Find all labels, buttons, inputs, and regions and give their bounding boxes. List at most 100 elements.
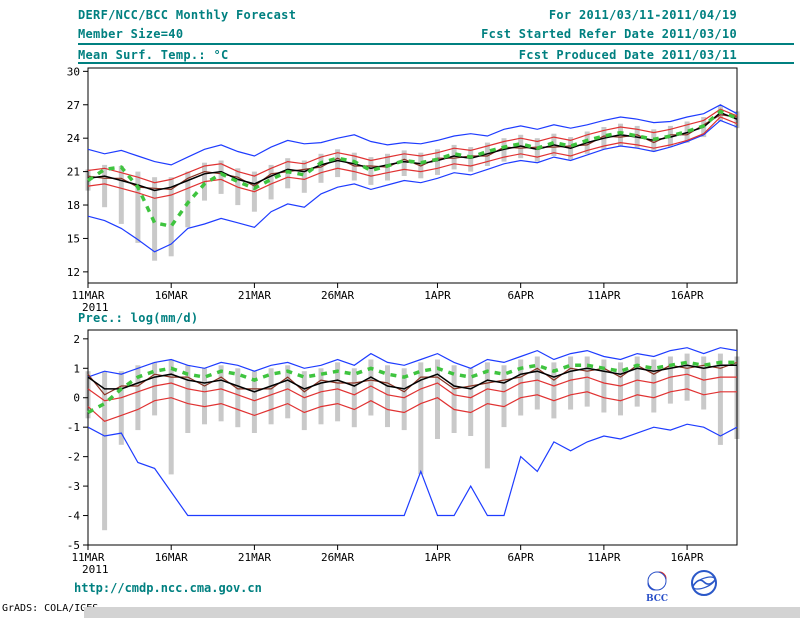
ensemble-spread-bar [717, 353, 723, 445]
series-max [87, 347, 738, 378]
ensemble-spread-bar [301, 160, 307, 193]
y-tick-label: 12 [67, 266, 80, 279]
source-url-link[interactable]: http://cmdp.ncc.cma.gov.cn [74, 581, 262, 595]
y-tick-label: -3 [67, 480, 80, 493]
ensemble-spread-bar [102, 164, 108, 208]
ensemble-spread-bar [152, 362, 158, 416]
x-tick-label: 11MAR [71, 551, 104, 564]
ensemble-spread-bar [168, 359, 174, 475]
y-tick-label: 15 [67, 232, 80, 245]
ensemble-spread-bar [202, 368, 207, 425]
ensemble-spread-bar [468, 147, 474, 172]
precip-chart-title: Prec.: log(mm/d) [78, 311, 199, 325]
ensemble-spread-bar [401, 150, 407, 176]
ensemble-spread-bar [551, 362, 557, 419]
x-tick-label: 21MAR [238, 289, 271, 302]
y-tick-label: 30 [67, 65, 80, 78]
series-max [87, 104, 738, 166]
ensemble-spread-bar [518, 359, 524, 416]
ensemble-spread-bar [601, 359, 607, 413]
x-tick-label: 16MAR [155, 289, 188, 302]
forecast-range-label: For 2011/03/11-2011/04/19 [548, 8, 737, 22]
y-tick-label: -1 [67, 421, 80, 434]
x-tick-label: 16MAR [155, 551, 188, 564]
x-tick-label: 21MAR [238, 551, 271, 564]
ensemble-spread-bar [268, 164, 274, 200]
ensemble-spread-bar [285, 365, 291, 419]
ensemble-spread-bar [335, 149, 341, 178]
ensemble-spread-bar [501, 365, 507, 428]
produced-date-label: Fcst Produced Date 2011/03/11 [518, 48, 737, 62]
x-tick-label: 11APR [587, 289, 620, 302]
ensemble-spread-bar [634, 356, 640, 407]
ensemble-spread-bar [318, 368, 324, 425]
ensemble-spread-bar [102, 371, 108, 531]
y-tick-label: -5 [67, 539, 80, 552]
cma-logo-wave [692, 579, 716, 587]
x-tick-label: 16APR [671, 551, 704, 564]
ensemble-spread-bar [135, 171, 141, 243]
ensemble-spread-bar [335, 362, 341, 422]
ensemble-spread-bar [351, 368, 357, 428]
series-ensemble-mean [87, 364, 737, 393]
x-tick-label: 26MAR [321, 289, 354, 302]
ensemble-spread-bar [135, 365, 141, 431]
ensemble-spread-bar [651, 359, 657, 413]
ensemble-spread-bar [667, 356, 673, 404]
ensemble-spread-bar [701, 356, 707, 410]
series-upper-quartile [87, 373, 737, 402]
series-lower-quartile [87, 388, 737, 422]
series-median [87, 360, 737, 415]
cma-logo-globe [691, 570, 717, 596]
series-min [87, 423, 738, 517]
precip-chart: -5 -4 -3 -2 -1 0 1 2 11MAR 16MAR 21MAR 26MAR 1APR 6AP… [67, 329, 740, 576]
ensemble-spread-bar [618, 362, 623, 416]
bcc-logo: BCC [646, 571, 668, 603]
ensemble-spread-bar [185, 365, 191, 433]
header-divider-bottom [78, 62, 794, 64]
x-tick-label: 6APR [507, 551, 534, 564]
refer-date-label: Fcst Started Refer Date 2011/03/10 [481, 27, 737, 41]
grads-credit: GrADS: COLA/IGES [2, 603, 99, 614]
page-title: DERF/NCC/BCC Monthly Forecast [78, 8, 297, 22]
ensemble-spread-bar [568, 356, 574, 410]
bcc-logo-blue-swirl [647, 581, 657, 591]
y-tick-label: -2 [67, 451, 80, 464]
y-tick-label: 24 [67, 132, 81, 145]
ensemble-spread-bar [368, 359, 374, 416]
cma-logo [691, 570, 717, 596]
plot-frame [87, 67, 738, 284]
y-tick-label: 21 [67, 166, 80, 179]
x-tick-label: 16APR [671, 289, 704, 302]
ensemble-spread-bar [468, 368, 474, 436]
ensemble-spread-bar [484, 362, 490, 469]
series-min [87, 119, 738, 253]
y-tick-label: 1 [73, 362, 80, 375]
x-year-label: 2011 [82, 301, 109, 314]
ensemble-spread-bar [235, 368, 241, 428]
ensemble-spread-bar [401, 368, 407, 431]
ensemble-spread-bar [268, 368, 274, 425]
bcc-logo-text: BCC [646, 594, 668, 603]
y-tick-label: -4 [67, 510, 81, 523]
ensemble-spread-bar [318, 153, 324, 183]
y-tick-label: 0 [73, 392, 80, 405]
temperature-chart: 12 15 18 21 24 27 30 11MAR 16MAR 21MAR 26MAR 1APR 6A… [67, 65, 740, 314]
series-lower-quartile [87, 116, 738, 199]
cma-logo-orbit [692, 576, 716, 590]
ensemble-spread-bar [451, 365, 457, 433]
x-tick-label: 11MAR [71, 289, 104, 302]
ensemble-spread-bar [118, 166, 124, 224]
series-median [87, 109, 738, 229]
ensemble-spread-bar [435, 149, 440, 175]
ensemble-spread-bar [684, 353, 690, 401]
temperature-chart-title: Mean Surf. Temp.: °C [78, 48, 229, 62]
ensemble-spread-bar [218, 160, 224, 194]
x-tick-label: 26MAR [321, 551, 354, 564]
member-size-label: Member Size=40 [78, 27, 184, 41]
bcc-logo-red-swirl [657, 571, 667, 581]
x-tick-label: 6APR [507, 289, 534, 302]
x-year-label: 2011 [82, 563, 109, 576]
x-tick-label: 1APR [424, 551, 451, 564]
ensemble-spread-bar [351, 152, 357, 181]
